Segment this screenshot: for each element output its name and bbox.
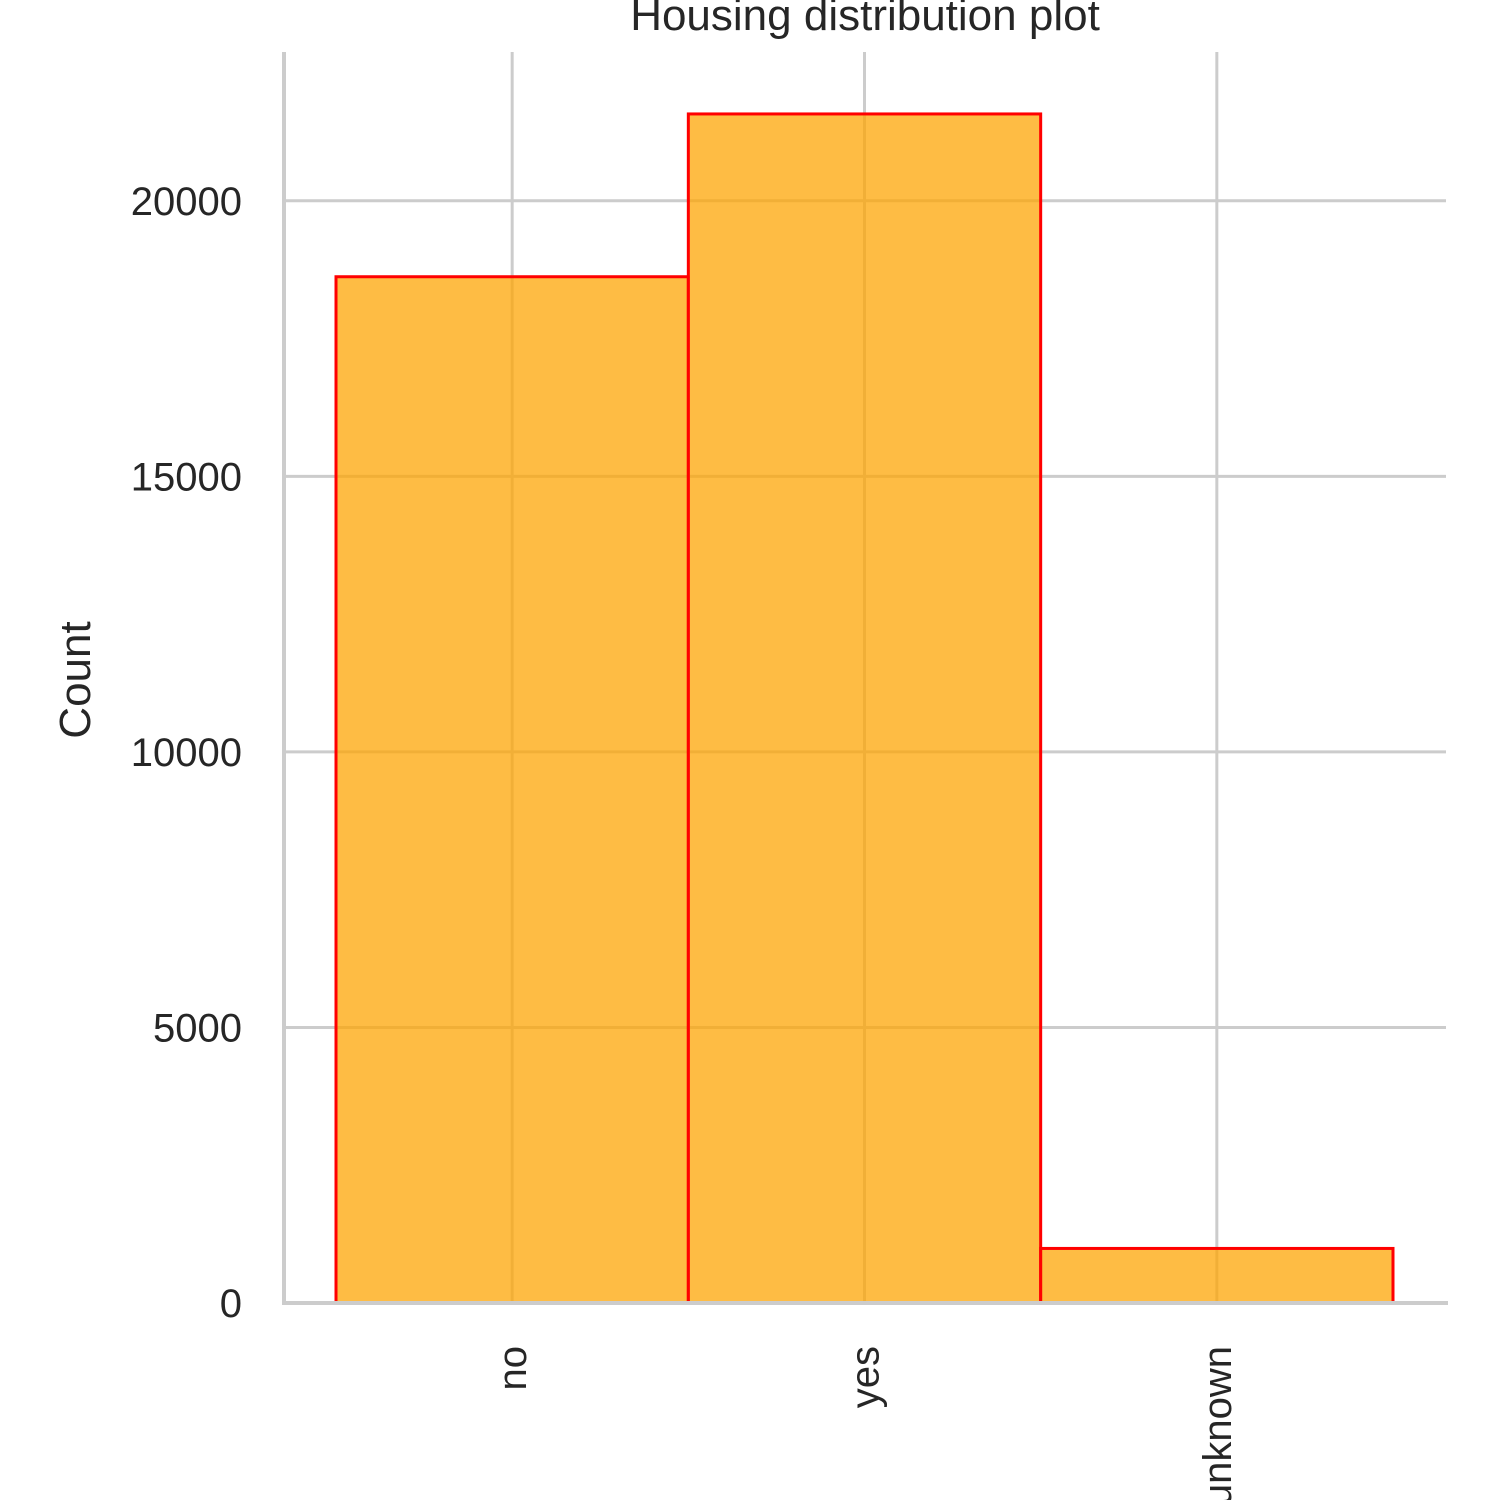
axis-spines bbox=[282, 52, 1448, 1305]
y-tick-label: 20000 bbox=[131, 180, 242, 224]
y-tick-label: 5000 bbox=[153, 1006, 242, 1050]
chart-title: Housing distribution plot bbox=[630, 0, 1100, 40]
y-tick-label: 10000 bbox=[131, 731, 242, 775]
y-tick-labels: 0 5000 10000 15000 20000 bbox=[131, 180, 242, 1326]
x-tick-labels: no yes unknown bbox=[491, 1346, 1240, 1500]
bar-yes bbox=[686, 112, 1043, 1305]
y-tick-label: 0 bbox=[220, 1282, 242, 1326]
bar-unknown bbox=[1039, 1246, 1395, 1305]
y-tick-label: 15000 bbox=[131, 455, 242, 499]
x-tick-label: yes bbox=[844, 1346, 888, 1408]
bars-layer bbox=[334, 112, 1395, 1305]
x-tick-label: no bbox=[491, 1346, 535, 1391]
bar-no bbox=[334, 275, 690, 1305]
y-axis-title: Count bbox=[51, 621, 100, 738]
x-tick-label: unknown bbox=[1196, 1346, 1240, 1500]
